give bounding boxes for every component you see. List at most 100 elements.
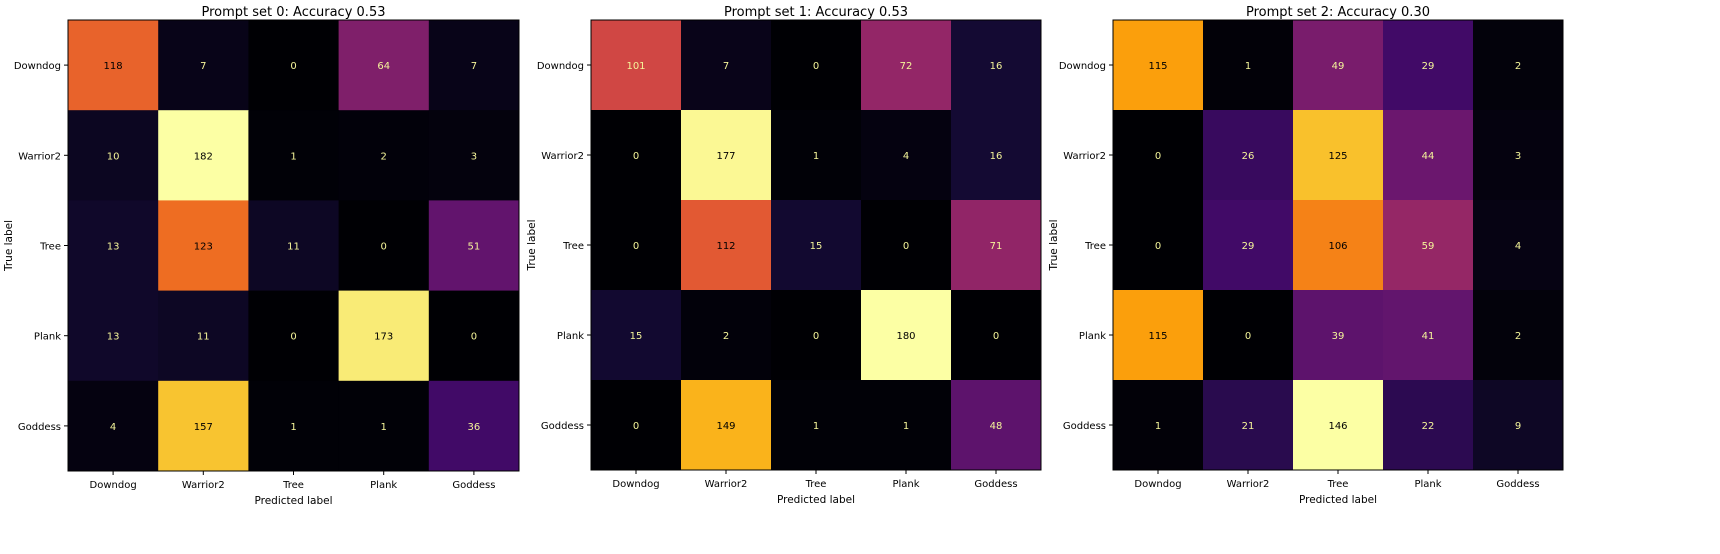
heatmap-cell [248,380,340,472]
heatmap-cell [1473,20,1564,111]
heatmap-cell [68,380,159,472]
cell-value-label: 2 [1515,61,1521,72]
cell-value-label: 0 [1155,151,1161,162]
y-tick-label: Downdog [537,61,584,72]
x-tick-label: Goddess [452,480,495,491]
cell-value-label: 3 [471,151,477,162]
cell-value-label: 49 [1332,61,1345,72]
cell-value-label: 26 [1242,151,1255,162]
heatmap-cell [338,20,430,111]
y-tick-label: Downdog [14,61,61,72]
heatmap-cell [681,20,772,111]
cell-value-label: 0 [381,242,387,253]
heatmap-cell [1383,110,1474,201]
cell-value-label: 0 [1155,241,1161,252]
y-tick-label: Goddess [1063,421,1106,432]
heatmap-cell [248,200,340,292]
panel-title: Prompt set 1: Accuracy 0.53 [724,5,908,20]
y-tick-label: Tree [39,242,61,253]
y-tick-label: Plank [34,332,61,343]
cell-value-label: 44 [1422,151,1435,162]
heatmap-cell [428,380,520,472]
cell-value-label: 64 [377,61,390,72]
cell-value-label: 10 [107,151,120,162]
heatmap-cell [1113,380,1204,471]
x-tick-label: Tree [1327,479,1349,490]
cell-value-label: 146 [1328,421,1347,432]
x-tick-label: Downdog [1134,479,1181,490]
heatmap-cell [951,380,1042,471]
x-tick-label: Warrior2 [182,480,225,491]
cell-value-label: 177 [716,151,735,162]
cell-value-label: 1 [290,151,296,162]
heatmap-cell [1473,380,1564,471]
heatmap-cell [1203,290,1294,381]
cell-value-label: 29 [1422,61,1435,72]
cell-value-label: 21 [1242,421,1255,432]
heatmap-cell [951,110,1042,201]
cell-value-label: 41 [1422,331,1435,342]
cell-value-label: 2 [723,331,729,342]
y-tick-label: Plank [557,331,584,342]
cell-value-label: 0 [633,151,639,162]
heatmap-cell [771,200,862,291]
cell-value-label: 115 [1148,61,1167,72]
x-axis-label: Predicted label [777,494,855,506]
heatmap-cell [1293,20,1384,111]
heatmap-cell [1203,200,1294,291]
x-tick-label: Plank [370,480,397,491]
x-tick-label: Tree [805,479,827,490]
x-axis-label: Predicted label [1299,494,1377,506]
cell-value-label: 115 [1148,331,1167,342]
cell-value-label: 48 [990,421,1003,432]
heatmap-cell [338,110,430,201]
heatmap-cell [681,110,772,201]
heatmap-cell [951,290,1042,381]
heatmap-cell [338,380,430,472]
heatmap-cell [1293,290,1384,381]
heatmap-cell [428,20,520,111]
cell-value-label: 7 [723,61,729,72]
heatmap-cell [591,200,682,291]
y-axis-label: True label [526,219,538,271]
heatmap-cell [338,290,430,382]
cell-value-label: 0 [993,331,999,342]
cell-value-label: 13 [107,242,120,253]
cell-value-label: 16 [990,61,1003,72]
cell-value-label: 157 [194,422,213,433]
cell-value-label: 11 [197,332,210,343]
cell-value-label: 101 [626,61,645,72]
heatmap-cell [1113,290,1204,381]
heatmap-cell [1473,110,1564,201]
cell-value-label: 0 [633,421,639,432]
heatmap-cell [591,380,682,471]
heatmap-cell [158,20,249,111]
heatmap-cell [68,200,159,292]
cell-value-label: 0 [633,241,639,252]
heatmap-cell [771,20,862,111]
cell-value-label: 125 [1328,151,1347,162]
x-tick-label: Plank [892,479,919,490]
heatmap-cell [1293,380,1384,471]
cell-value-label: 29 [1242,241,1255,252]
y-axis-label: True label [1048,219,1060,271]
cell-value-label: 7 [200,61,206,72]
heatmap-cell [771,110,862,201]
cell-value-label: 7 [471,61,477,72]
heatmap-cell [158,380,249,472]
heatmap-cell [861,290,952,381]
y-tick-label: Warrior2 [18,151,61,162]
heatmap-cell [1383,200,1474,291]
x-tick-label: Downdog [612,479,659,490]
y-tick-label: Downdog [1059,61,1106,72]
cell-value-label: 51 [468,242,481,253]
heatmap-cell [1473,200,1564,291]
cell-value-label: 22 [1422,421,1435,432]
cell-value-label: 0 [813,61,819,72]
heatmap-cell [951,200,1042,291]
heatmap-cell [1113,20,1204,111]
